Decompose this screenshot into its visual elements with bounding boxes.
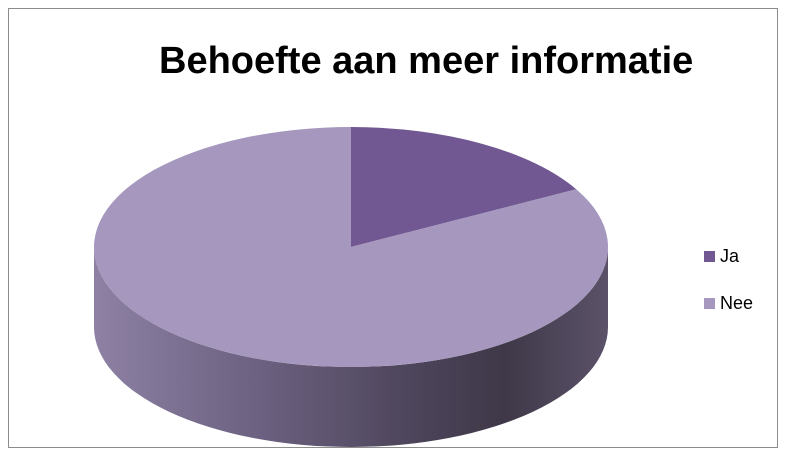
- pie-slice-nee: [93, 127, 608, 367]
- legend-label-ja: Ja: [720, 245, 740, 266]
- pie-side-wall: [94, 247, 608, 447]
- pie-chart: [93, 127, 608, 447]
- pie-slice-ja: [351, 127, 577, 247]
- legend-item-nee: Nee: [704, 292, 753, 314]
- legend-label-nee: Nee: [720, 292, 754, 313]
- chart-title: Behoefte aan meer informatie: [159, 40, 694, 82]
- chart-area: Behoefte aan meer informatie Ja Nee: [8, 8, 778, 448]
- legend-swatch-nee: [704, 297, 715, 309]
- legend: Ja Nee: [704, 245, 753, 339]
- legend-item-ja: Ja: [704, 245, 753, 267]
- pie-group: [93, 127, 608, 447]
- legend-swatch-ja: [704, 250, 715, 262]
